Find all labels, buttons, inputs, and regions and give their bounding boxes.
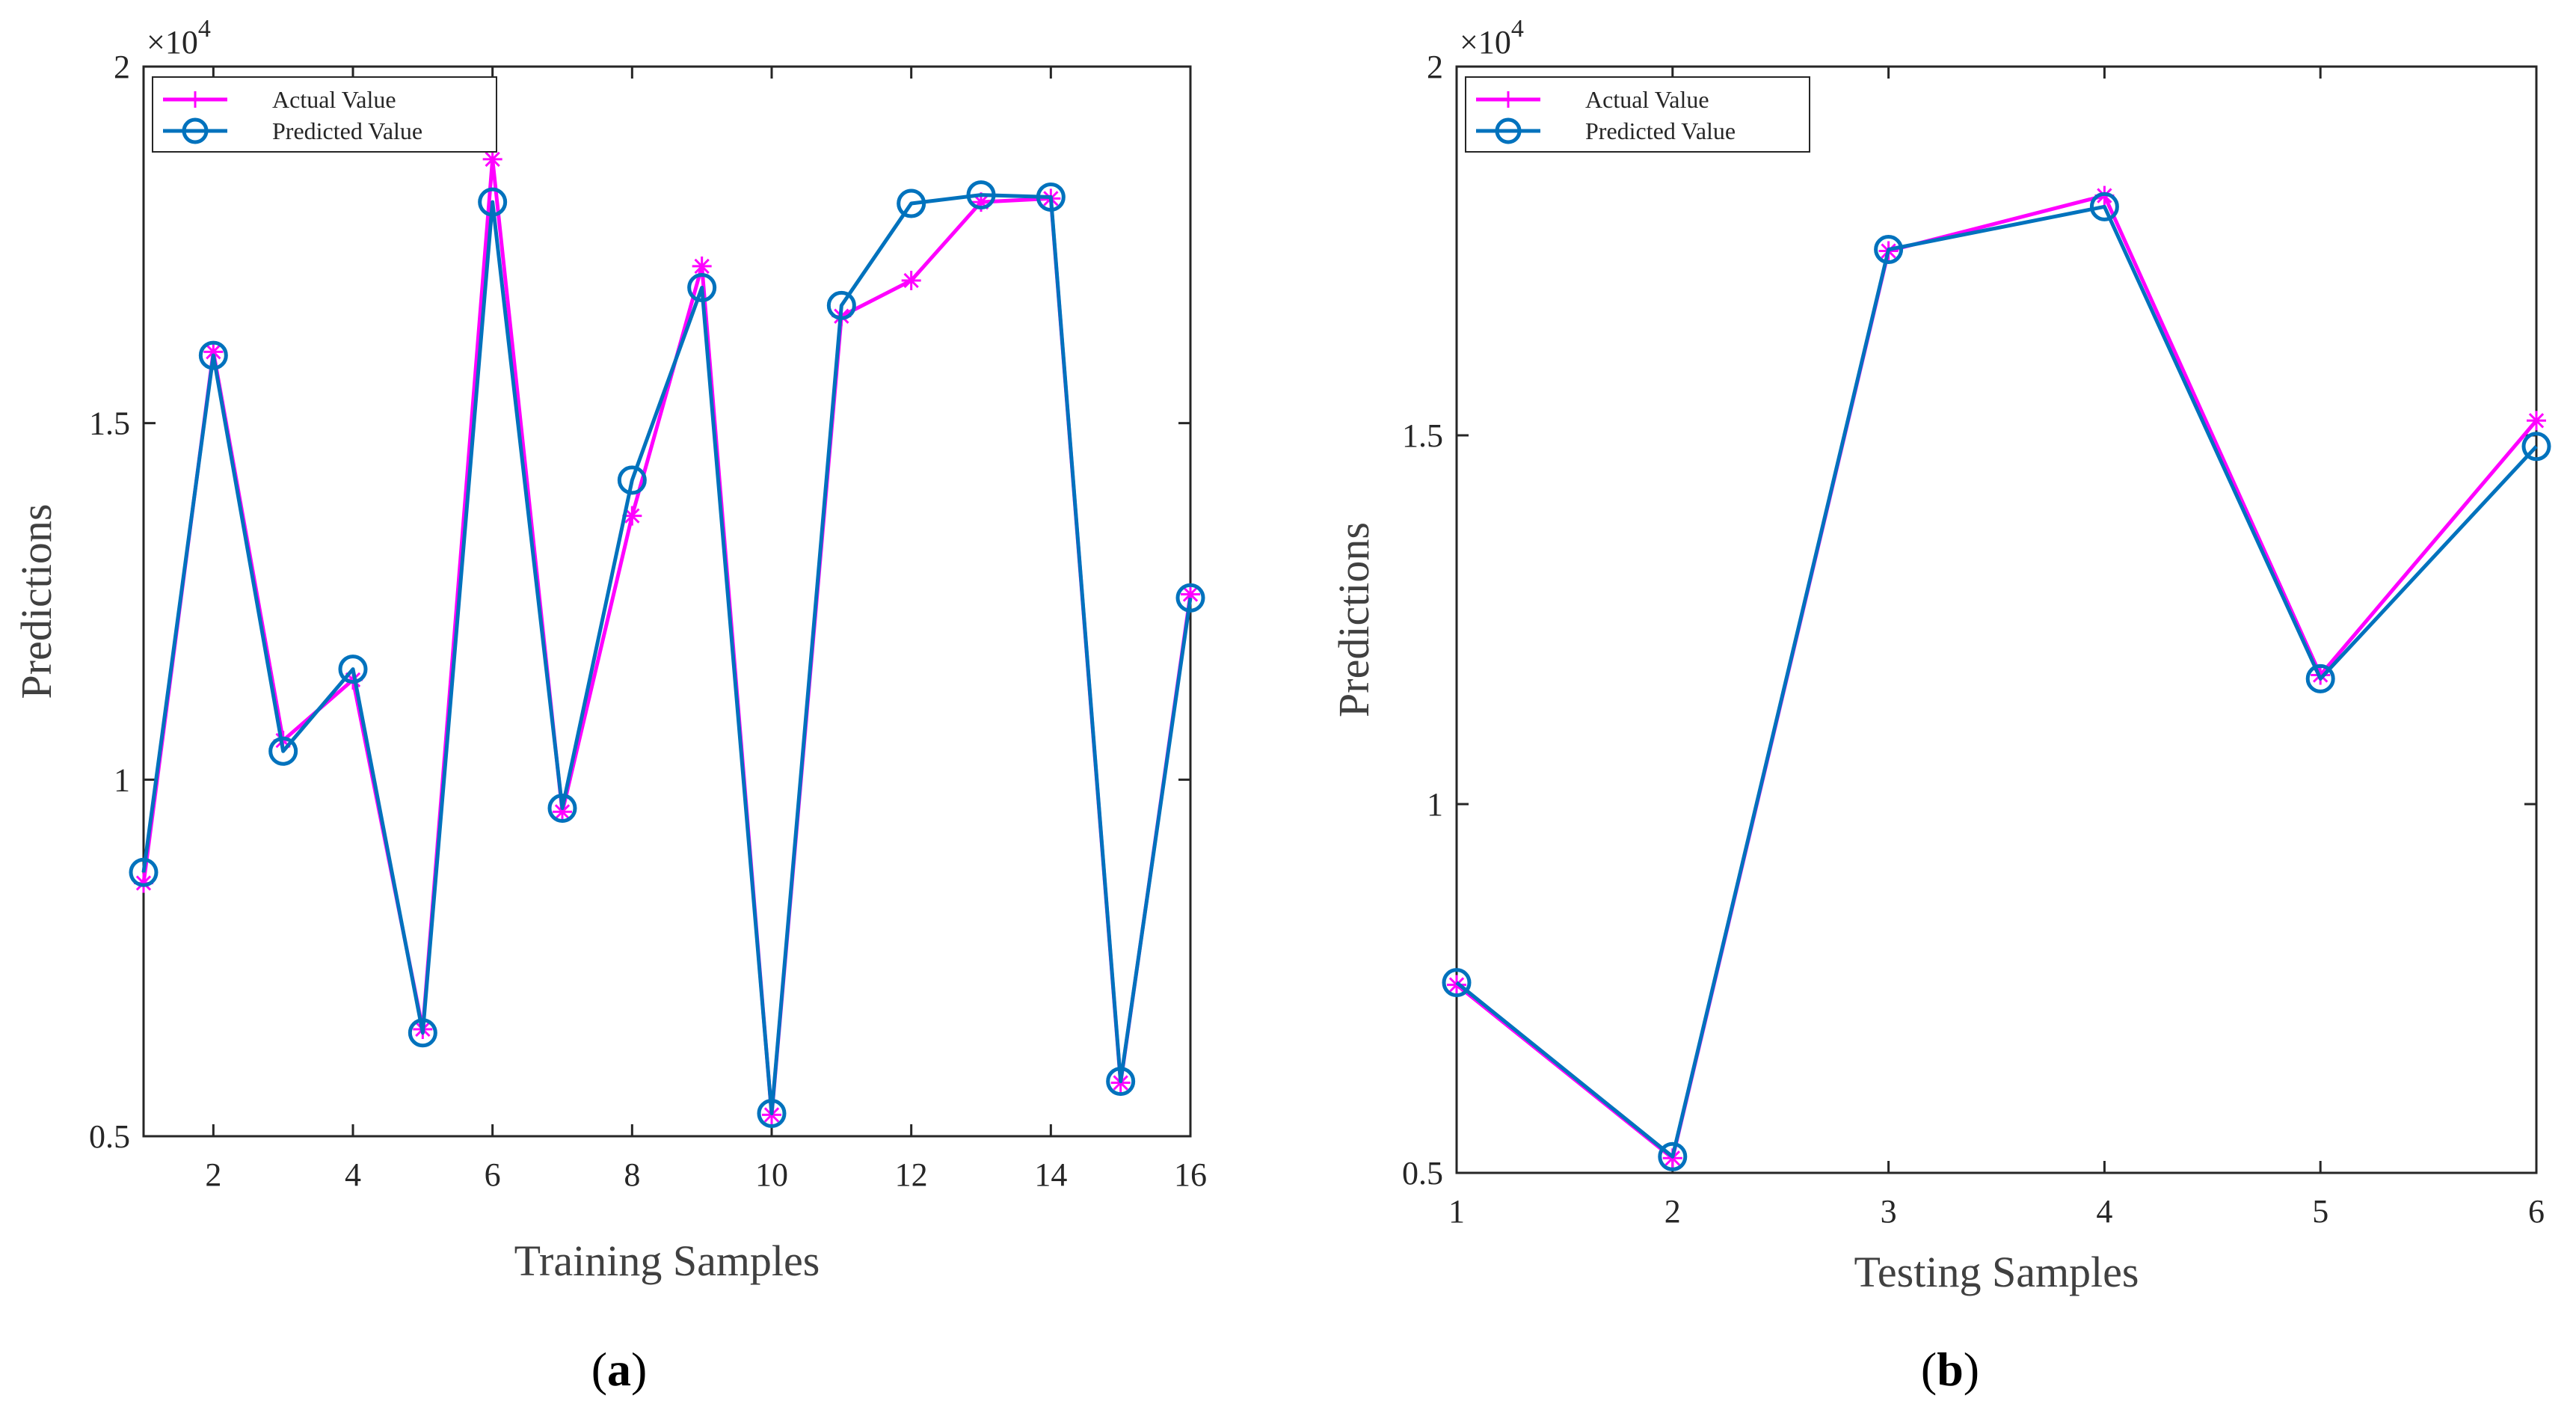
predicted-point bbox=[1036, 182, 1066, 212]
x-tick-label: 6 bbox=[485, 1156, 501, 1193]
plot-area-frame bbox=[142, 65, 1192, 1138]
y-tick-label: 0.5 bbox=[89, 1118, 130, 1155]
predicted-point bbox=[198, 340, 228, 370]
predicted-point bbox=[617, 465, 647, 495]
predicted-point bbox=[268, 736, 298, 766]
x-tick-label: 10 bbox=[755, 1156, 788, 1193]
x-tick-label: 6 bbox=[2528, 1193, 2545, 1230]
x-tick-label: 2 bbox=[205, 1156, 221, 1193]
x-tick-label: 1 bbox=[1448, 1193, 1465, 1230]
y-axis-label: Predictions bbox=[12, 504, 61, 699]
predicted-point bbox=[1874, 235, 1904, 265]
predicted-point bbox=[687, 273, 717, 303]
series-line-actual bbox=[141, 157, 1193, 1117]
series-line-predicted bbox=[1455, 204, 2538, 1159]
x-tick-label: 14 bbox=[1034, 1156, 1067, 1193]
predicted-point bbox=[2305, 663, 2335, 693]
legend-label-actual: Actual Value bbox=[1585, 86, 1709, 113]
predicted-point bbox=[129, 857, 159, 887]
legend-marker-asterisk bbox=[187, 91, 203, 108]
x-tick-label: 4 bbox=[2096, 1193, 2112, 1230]
predicted-point bbox=[897, 188, 926, 218]
legend-marker-asterisk bbox=[1500, 91, 1516, 108]
legend-label-predicted: Predicted Value bbox=[272, 117, 422, 144]
y-tick-label: 0.5 bbox=[1402, 1155, 1443, 1192]
panel-caption: (b) bbox=[1921, 1343, 1979, 1396]
y-tick-label: 2 bbox=[1427, 49, 1443, 85]
series-line-predicted bbox=[141, 193, 1193, 1115]
x-tick-label: 8 bbox=[624, 1156, 640, 1193]
predicted-point bbox=[2089, 191, 2119, 221]
x-axis-label: Training Samples bbox=[514, 1236, 820, 1285]
predicted-point bbox=[1106, 1067, 1136, 1097]
legend: Actual Value Predicted Value bbox=[152, 76, 497, 153]
actual-point bbox=[482, 149, 502, 169]
x-tick-label: 16 bbox=[1174, 1156, 1207, 1193]
actual-point bbox=[203, 342, 224, 362]
series-line-actual bbox=[1455, 194, 2538, 1160]
actual-point bbox=[2527, 411, 2546, 431]
x-tick-label: 12 bbox=[895, 1156, 928, 1193]
predicted-point bbox=[757, 1098, 787, 1128]
y-tick-label: 1.5 bbox=[1402, 417, 1443, 454]
x-tick-label: 5 bbox=[2312, 1193, 2328, 1230]
axis-exponent-label: ×104 bbox=[147, 15, 211, 61]
predicted-point bbox=[338, 655, 368, 684]
y-tick-label: 1 bbox=[1427, 786, 1443, 823]
panel-caption: (a) bbox=[591, 1343, 648, 1396]
y-axis-label: Predictions bbox=[1330, 522, 1378, 717]
legend-box bbox=[152, 76, 497, 153]
actual-point bbox=[901, 271, 921, 290]
chart-panel-a: 0.5 1 1.5 2 2 4 6 8 10 12 14 16 ×104 Training Samples… bbox=[12, 15, 1207, 1396]
predicted-point bbox=[1442, 968, 1472, 998]
x-axis-label: Testing Samples bbox=[1854, 1248, 2139, 1296]
predicted-point bbox=[1175, 583, 1205, 613]
predicted-point bbox=[966, 180, 996, 210]
actual-point bbox=[692, 256, 712, 276]
predicted-point bbox=[1658, 1141, 1688, 1171]
predicted-point bbox=[408, 1018, 437, 1048]
predicted-point bbox=[547, 793, 577, 823]
predicted-point bbox=[478, 187, 508, 217]
y-tick-label: 2 bbox=[114, 49, 130, 85]
y-tick-label: 1.5 bbox=[89, 405, 130, 442]
legend-marker-circle bbox=[1495, 117, 1522, 144]
legend-label-actual: Actual Value bbox=[272, 86, 396, 113]
legend-label-predicted: Predicted Value bbox=[1585, 117, 1736, 144]
y-tick-label: 1 bbox=[114, 761, 130, 798]
predicted-point bbox=[826, 290, 856, 320]
x-tick-label: 3 bbox=[1881, 1193, 1897, 1230]
plot-area-frame bbox=[1455, 65, 2538, 1174]
legend-marker-circle bbox=[182, 117, 209, 144]
predicted-point bbox=[2521, 432, 2551, 462]
legend-box bbox=[1465, 76, 1810, 153]
x-tick-label: 2 bbox=[1664, 1193, 1681, 1230]
axis-exponent-label: ×104 bbox=[1460, 15, 1524, 61]
x-tick-label: 4 bbox=[345, 1156, 361, 1193]
legend: Actual Value Predicted Value bbox=[1465, 76, 1810, 153]
